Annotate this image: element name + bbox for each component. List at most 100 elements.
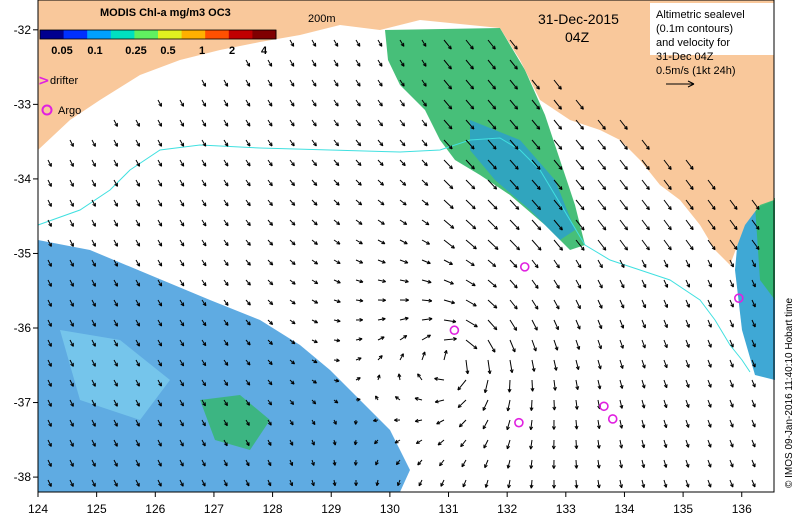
- velocity-vector-head: [646, 226, 650, 231]
- velocity-vector-head: [335, 122, 339, 127]
- velocity-vector-head: [336, 260, 341, 265]
- velocity-vector: [487, 339, 496, 353]
- velocity-vector-head: [405, 298, 409, 303]
- velocity-vector-head: [426, 241, 431, 245]
- velocity-vector: [685, 259, 690, 268]
- velocity-vector: [487, 319, 498, 331]
- velocity-vector-head: [356, 42, 361, 47]
- info-line-2: (0.1m contours): [656, 23, 733, 35]
- velocity-vector: [355, 179, 362, 186]
- velocity-vector: [509, 139, 519, 150]
- velocity-vector: [333, 219, 340, 226]
- velocity-vector-head: [268, 182, 273, 187]
- velocity-vector: [201, 199, 207, 207]
- velocity-vector: [553, 179, 563, 190]
- velocity-vector: [113, 339, 118, 347]
- velocity-vector-head: [48, 162, 52, 167]
- velocity-vector-head: [404, 260, 409, 264]
- velocity-vector-head: [136, 122, 140, 127]
- velocity-vector: [553, 319, 559, 330]
- velocity-vector: [508, 379, 511, 393]
- velocity-vector: [641, 239, 650, 251]
- velocity-vector: [443, 59, 452, 70]
- velocity-vector-head: [470, 85, 475, 90]
- velocity-vector: [311, 39, 317, 47]
- velocity-vector-head: [380, 221, 385, 225]
- velocity-vector: [91, 259, 96, 267]
- velocity-vector: [377, 59, 383, 67]
- velocity-vector-head: [751, 463, 756, 468]
- velocity-vector-head: [642, 344, 646, 349]
- velocity-vector-head: [202, 82, 207, 87]
- velocity-vector-head: [685, 404, 690, 408]
- velocity-vector-head: [114, 302, 118, 307]
- velocity-vector: [135, 359, 140, 367]
- velocity-vector: [47, 479, 52, 487]
- velocity-vector-head: [426, 260, 431, 265]
- velocity-vector: [509, 339, 516, 353]
- velocity-vector: [443, 299, 455, 304]
- velocity-vector-head: [246, 222, 251, 227]
- velocity-vector: [729, 299, 734, 308]
- velocity-vector-head: [314, 299, 319, 304]
- velocity-vector-head: [755, 245, 760, 250]
- velocity-vector: [223, 159, 229, 167]
- velocity-vector: [487, 79, 496, 90]
- velocity-vector: [685, 239, 694, 251]
- velocity-vector: [377, 318, 386, 321]
- velocity-vector-head: [624, 246, 629, 251]
- velocity-vector-head: [92, 282, 96, 287]
- velocity-vector-head: [48, 302, 52, 307]
- velocity-vector-head: [92, 362, 96, 367]
- velocity-vector: [267, 59, 273, 67]
- velocity-vector: [201, 99, 207, 107]
- velocity-vector: [355, 119, 361, 127]
- velocity-vector: [509, 39, 518, 50]
- velocity-vector-head: [452, 319, 457, 324]
- velocity-vector: [113, 239, 118, 247]
- velocity-vector: [575, 199, 585, 211]
- velocity-vector: [707, 399, 712, 408]
- x-tick-label: 135: [673, 502, 693, 516]
- velocity-vector: [487, 199, 498, 210]
- velocity-vector: [47, 399, 52, 407]
- velocity-vector-head: [642, 263, 647, 268]
- velocity-vector: [487, 279, 497, 288]
- velocity-vector: [641, 399, 645, 409]
- velocity-vector-head: [48, 182, 52, 187]
- velocity-vector: [377, 119, 383, 127]
- velocity-vector: [531, 219, 542, 231]
- velocity-vector-head: [92, 342, 96, 347]
- velocity-vector: [487, 119, 497, 130]
- velocity-vector-head: [268, 381, 273, 386]
- velocity-vector: [707, 239, 716, 250]
- velocity-vector: [663, 419, 667, 428]
- velocity-vector: [459, 419, 467, 428]
- velocity-vector-head: [359, 260, 364, 264]
- velocity-vector: [685, 459, 690, 468]
- colorbar-segment: [228, 30, 253, 39]
- velocity-vector-head: [689, 226, 694, 231]
- velocity-vector-head: [619, 484, 623, 489]
- velocity-vector-head: [403, 221, 408, 225]
- velocity-vector: [575, 319, 581, 330]
- y-tick-label: -35: [14, 246, 32, 260]
- velocity-vector: [553, 139, 563, 150]
- velocity-vector-head: [114, 262, 119, 267]
- velocity-vector-head: [599, 264, 603, 269]
- velocity-vector-head: [580, 226, 585, 231]
- velocity-vector-head: [483, 444, 487, 449]
- velocity-vector-head: [224, 442, 228, 447]
- velocity-vector: [619, 199, 628, 211]
- velocity-vector-head: [246, 381, 251, 386]
- velocity-vector: [509, 59, 518, 70]
- velocity-vector: [201, 79, 207, 87]
- velocity-vector: [91, 159, 96, 167]
- colorbar-segment: [158, 30, 183, 39]
- velocity-vector-head: [448, 165, 453, 170]
- velocity-vector-head: [114, 462, 118, 467]
- velocity-vector: [485, 479, 489, 488]
- velocity-vector-head: [202, 442, 206, 447]
- velocity-vector-head: [667, 206, 672, 211]
- velocity-vector: [135, 339, 140, 347]
